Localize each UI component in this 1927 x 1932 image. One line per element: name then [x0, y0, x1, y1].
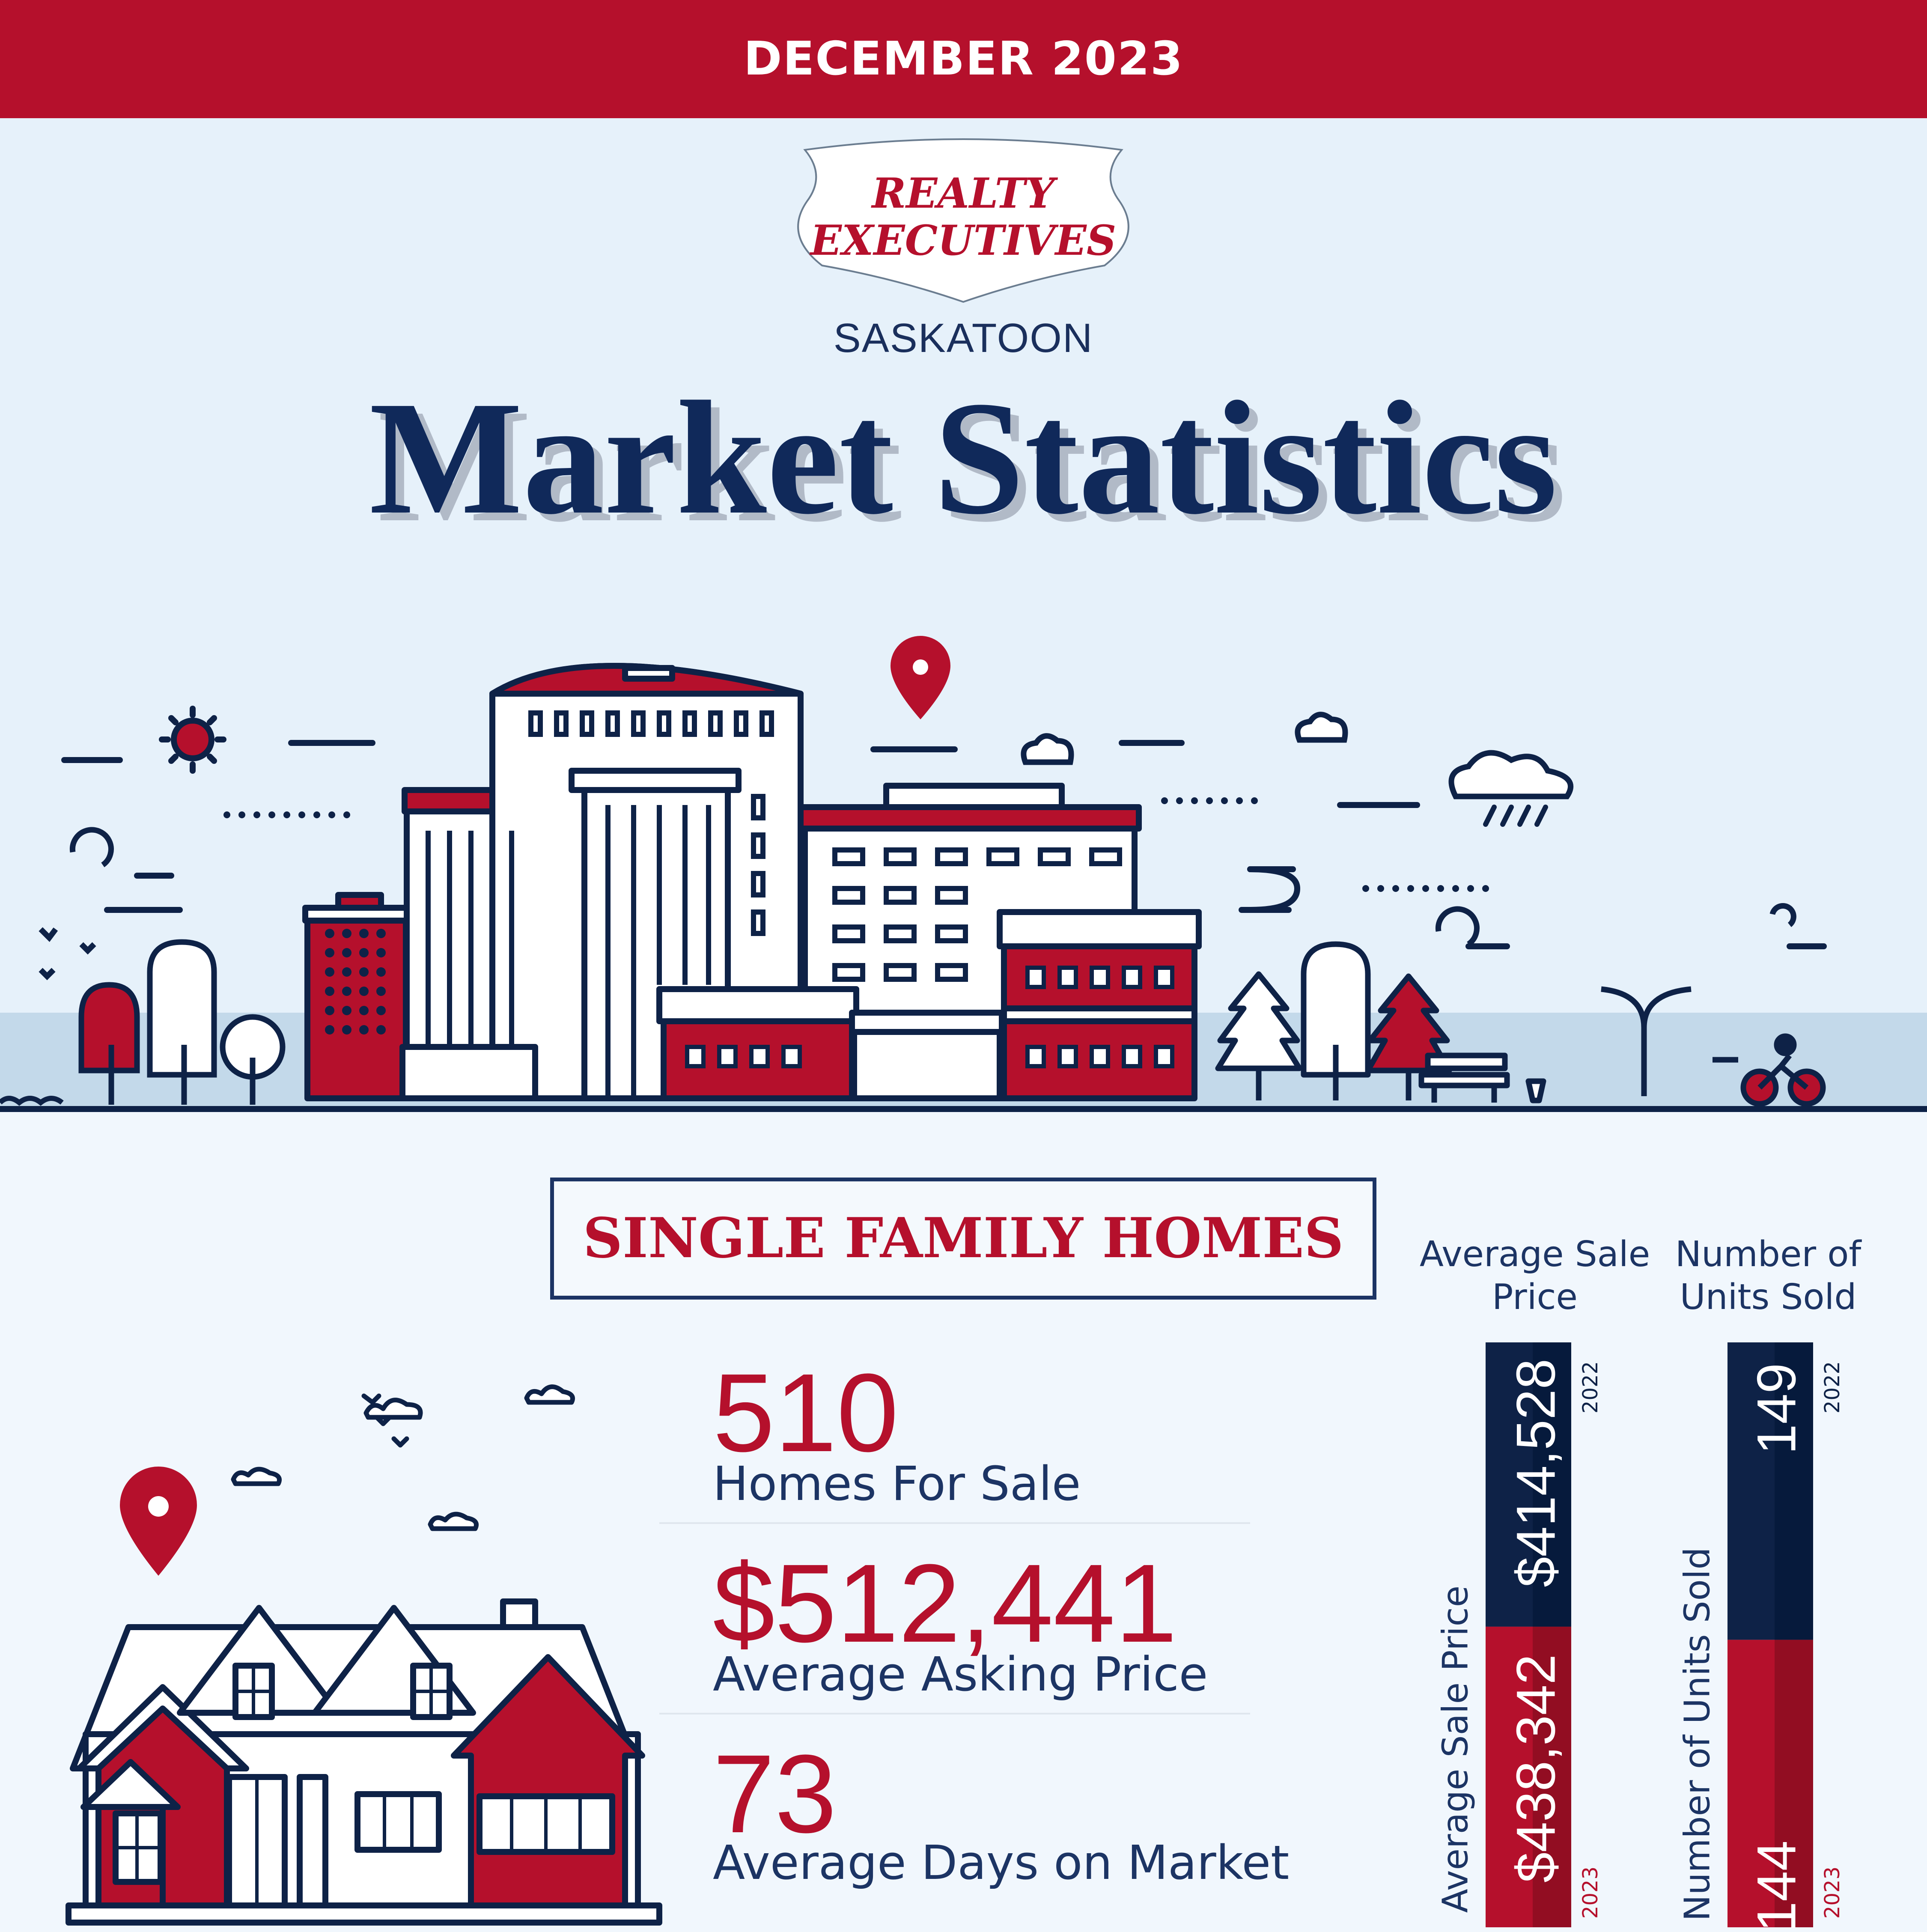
bar-shade [1775, 1342, 1813, 1640]
chart-1-title: Average Sale Price [1419, 1234, 1650, 1318]
chart-2-title: Number of Units Sold [1675, 1234, 1861, 1318]
bar-shade [1533, 1342, 1571, 1627]
bar-value-2022: $414,528 [1505, 1359, 1567, 1587]
section-box [550, 1178, 1376, 1300]
homes-for-sale-label: Homes For Sale [713, 1456, 1081, 1511]
bar-value-2023: 144 [1746, 1840, 1808, 1932]
bar-shade [1533, 1626, 1571, 1927]
logo-line2: EXECUTIVES [810, 216, 1117, 265]
chart-2-axis-label: Number of Units Sold [1677, 1547, 1718, 1921]
month-label: DECEMBER 2023 [743, 32, 1184, 86]
logo-line1: REALTY [872, 169, 1055, 218]
average-days-on-market-value: 73 [713, 1732, 837, 1856]
year-label-2022: 2022 [1820, 1361, 1844, 1414]
section-title: SINGLE FAMILY HOMES [583, 1206, 1344, 1270]
units-sold-bars [1727, 1342, 1813, 1927]
avg-sale-price-bars [1486, 1342, 1571, 1927]
year-label-2023: 2023 [1579, 1866, 1602, 1919]
year-label-2022: 2022 [1579, 1361, 1602, 1414]
average-asking-price-value: $512,441 [713, 1541, 1177, 1666]
city-name: SASKATOON [833, 315, 1093, 361]
stat-divider [659, 1713, 1250, 1714]
house-illustration [66, 1384, 662, 1926]
stat-divider [659, 1522, 1250, 1524]
logo-crest [797, 138, 1129, 303]
average-days-on-market-label: Average Days on Market [713, 1835, 1290, 1890]
chart-1-axis-label: Average Sale Price [1435, 1585, 1476, 1913]
average-asking-price-label: Average Asking Price [713, 1647, 1208, 1702]
city-skyline-illustration [0, 636, 1927, 1112]
year-label-2023: 2023 [1820, 1866, 1844, 1919]
bar-value-2022: 149 [1746, 1363, 1808, 1455]
bar-shade [1775, 1640, 1813, 1927]
header-banner [0, 0, 1927, 118]
homes-for-sale-value: 510 [713, 1351, 899, 1475]
bar-value-2023: $438,342 [1505, 1654, 1567, 1883]
page-title: Market Statistics [369, 368, 1558, 548]
